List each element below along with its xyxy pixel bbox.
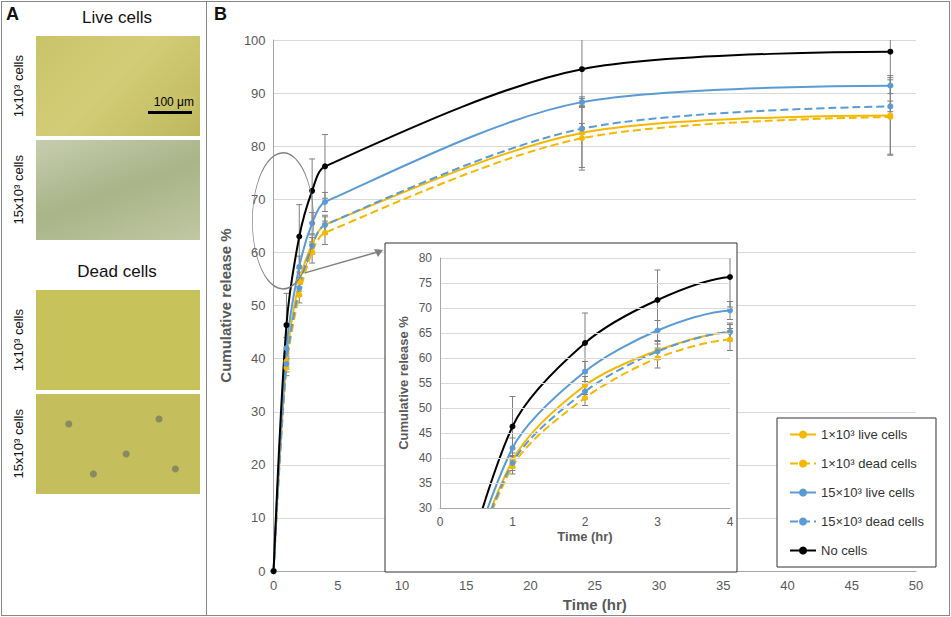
- svg-text:45: 45: [419, 426, 433, 440]
- svg-text:30: 30: [652, 578, 666, 593]
- svg-text:Cumulative release %: Cumulative release %: [396, 316, 411, 450]
- svg-text:60: 60: [251, 245, 265, 260]
- svg-text:40: 40: [251, 351, 265, 366]
- svg-text:20: 20: [523, 578, 537, 593]
- html-text:Live cells: Live cells: [82, 8, 152, 27]
- svg-text:Cumulative release %: Cumulative release %: [217, 228, 234, 382]
- svg-text:70: 70: [251, 191, 266, 207]
- svg-text:30: 30: [251, 404, 265, 419]
- svg-text:1: 1: [509, 515, 516, 529]
- svg-text:10: 10: [251, 510, 265, 525]
- html-text:1x10³ cells: 1x10³ cells: [10, 308, 26, 372]
- svg-text:0: 0: [270, 578, 277, 593]
- html-text:15x10³ cells: 15x10³ cells: [10, 409, 26, 479]
- svg-text:35: 35: [716, 578, 730, 593]
- html-text:A: A: [6, 4, 19, 24]
- svg-text:20: 20: [251, 457, 265, 472]
- svg-text:No cells: No cells: [821, 543, 868, 558]
- svg-text:Time (hr): Time (hr): [563, 596, 627, 613]
- svg-text:1×10³ live cells: 1×10³ live cells: [821, 427, 908, 442]
- svg-text:30: 30: [419, 501, 433, 515]
- svg-text:40: 40: [419, 451, 433, 465]
- html-text:100 μm: 100 μm: [153, 95, 194, 109]
- html-text:B: B: [214, 4, 227, 24]
- html-text:Dead cells: Dead cells: [77, 262, 157, 281]
- html-text:1x10³ cells: 1x10³ cells: [10, 54, 26, 118]
- svg-text:15×10³ live cells: 15×10³ live cells: [821, 485, 915, 500]
- svg-text:50: 50: [909, 578, 923, 593]
- svg-text:90: 90: [251, 86, 265, 101]
- svg-text:45: 45: [845, 578, 859, 593]
- svg-text:65: 65: [419, 326, 433, 340]
- svg-text:50: 50: [251, 298, 265, 313]
- svg-text:75: 75: [419, 276, 433, 290]
- svg-text:15: 15: [459, 578, 473, 593]
- svg-text:4: 4: [727, 515, 734, 529]
- svg-text:Time (hr): Time (hr): [557, 529, 612, 544]
- html-text:15x10³ cells: 15x10³ cells: [10, 155, 26, 225]
- svg-text:2: 2: [582, 515, 589, 529]
- svg-text:3: 3: [654, 515, 661, 529]
- svg-text:0: 0: [437, 515, 444, 529]
- svg-text:5: 5: [334, 578, 341, 593]
- svg-text:40: 40: [780, 578, 794, 593]
- svg-text:25: 25: [588, 578, 602, 593]
- svg-text:15×10³ dead cells: 15×10³ dead cells: [821, 514, 924, 529]
- svg-text:50: 50: [419, 401, 433, 415]
- svg-text:55: 55: [419, 376, 433, 390]
- svg-text:80: 80: [419, 251, 433, 265]
- svg-text:70: 70: [419, 301, 433, 315]
- svg-text:10: 10: [395, 578, 409, 593]
- svg-text:60: 60: [419, 351, 433, 365]
- svg-text:80: 80: [251, 139, 265, 154]
- svg-text:100: 100: [244, 33, 266, 48]
- svg-text:35: 35: [419, 476, 433, 490]
- svg-text:1×10³ dead cells: 1×10³ dead cells: [821, 456, 917, 471]
- svg-text:0: 0: [258, 564, 265, 579]
